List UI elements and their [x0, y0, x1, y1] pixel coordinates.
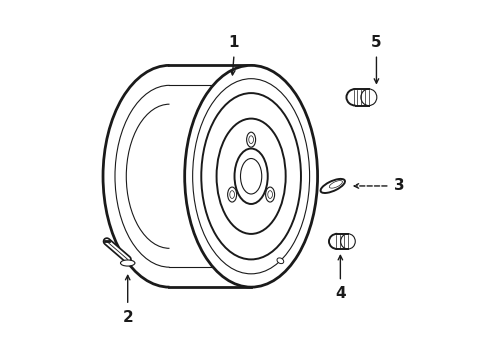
Text: 2: 2 [122, 310, 133, 325]
Ellipse shape [185, 66, 318, 287]
Text: 4: 4 [335, 286, 345, 301]
Ellipse shape [320, 179, 345, 193]
Ellipse shape [277, 258, 284, 264]
Text: 5: 5 [371, 35, 382, 50]
Ellipse shape [341, 234, 355, 249]
Ellipse shape [246, 132, 256, 147]
Ellipse shape [361, 89, 377, 105]
Text: 1: 1 [229, 35, 239, 50]
Ellipse shape [228, 187, 237, 202]
Ellipse shape [266, 187, 274, 202]
Text: 3: 3 [393, 179, 404, 193]
Ellipse shape [121, 260, 135, 266]
